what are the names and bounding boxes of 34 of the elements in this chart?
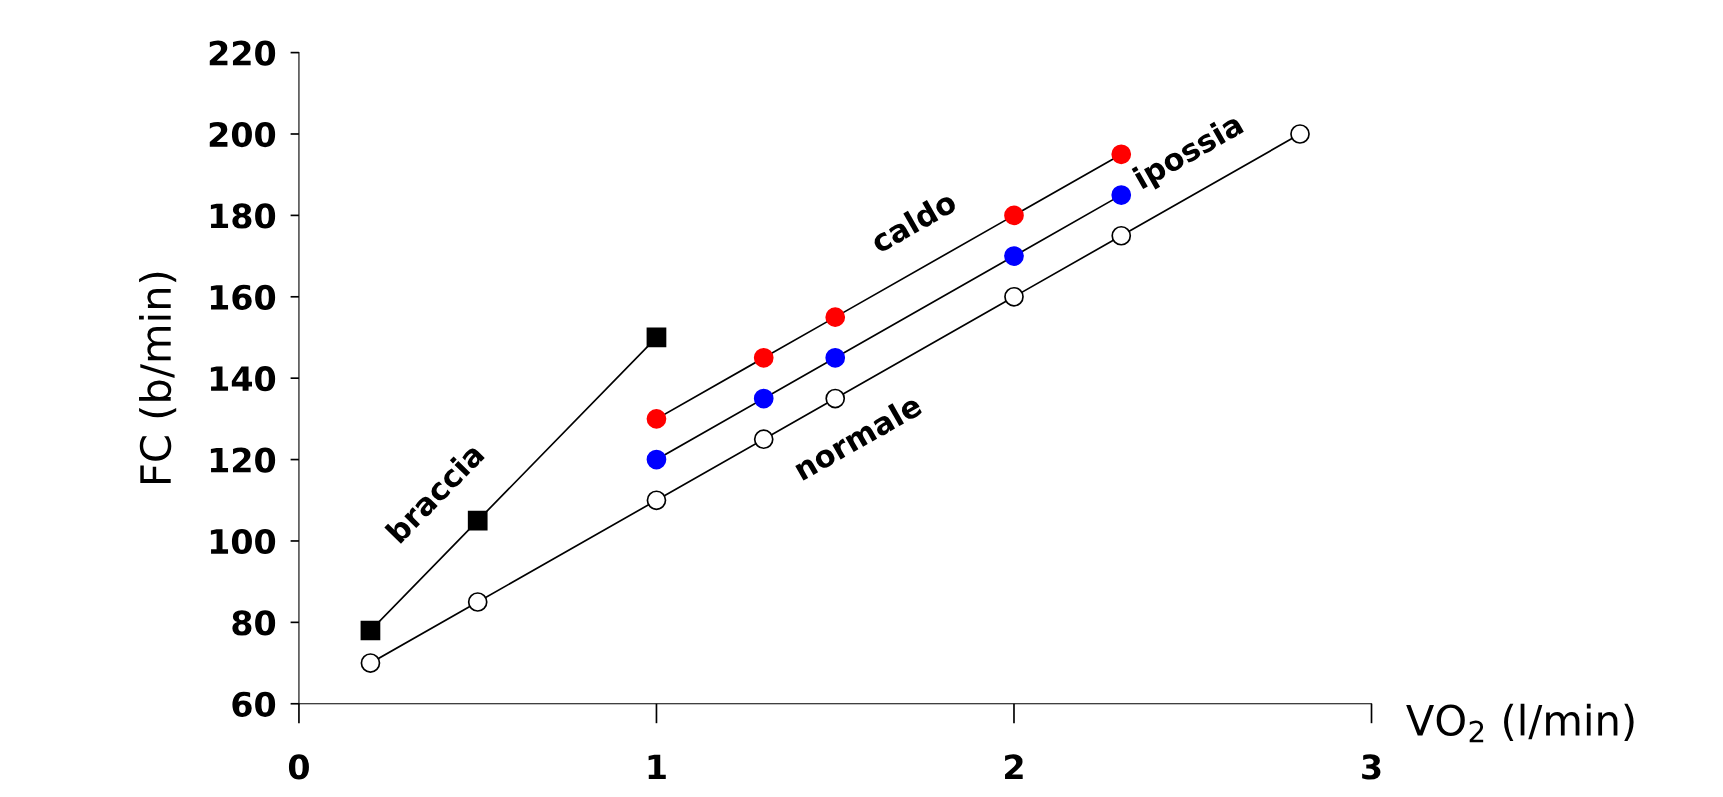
y-tick-label: 100 bbox=[210, 528, 276, 555]
point bbox=[646, 490, 667, 511]
x-tick-label: 3 bbox=[1362, 754, 1381, 780]
x-axis-title: VO$_{2}$ (l/min) bbox=[1406, 703, 1634, 743]
point bbox=[753, 429, 774, 450]
point bbox=[1004, 246, 1024, 266]
y-tick-label: 180 bbox=[210, 203, 276, 229]
x-tick-label: 2 bbox=[1005, 754, 1023, 780]
y-tick-label: 60 bbox=[232, 691, 276, 717]
x-tick-label: 0 bbox=[288, 754, 309, 780]
point bbox=[1111, 225, 1132, 246]
point bbox=[646, 327, 667, 348]
point bbox=[825, 307, 846, 327]
y-tick-label: 80 bbox=[232, 610, 276, 636]
y-tick-label: 200 bbox=[209, 121, 276, 148]
y-tick-label: 120 bbox=[210, 447, 276, 473]
point bbox=[1290, 124, 1310, 144]
point bbox=[467, 592, 488, 612]
point bbox=[646, 409, 667, 429]
x-tick-label: 1 bbox=[648, 754, 666, 780]
point bbox=[753, 347, 774, 368]
point bbox=[1004, 286, 1024, 307]
y-tick-label: 160 bbox=[210, 284, 276, 310]
point bbox=[360, 653, 381, 673]
y-tick-label: 220 bbox=[209, 40, 276, 66]
point bbox=[1111, 185, 1132, 205]
point bbox=[646, 449, 667, 470]
point bbox=[825, 347, 846, 368]
point bbox=[360, 620, 381, 641]
y-axis-title: FC (b/min) bbox=[139, 272, 177, 484]
y-tick-label: 140 bbox=[210, 366, 276, 392]
point bbox=[753, 388, 774, 409]
point bbox=[1004, 205, 1024, 226]
point bbox=[1111, 144, 1132, 165]
